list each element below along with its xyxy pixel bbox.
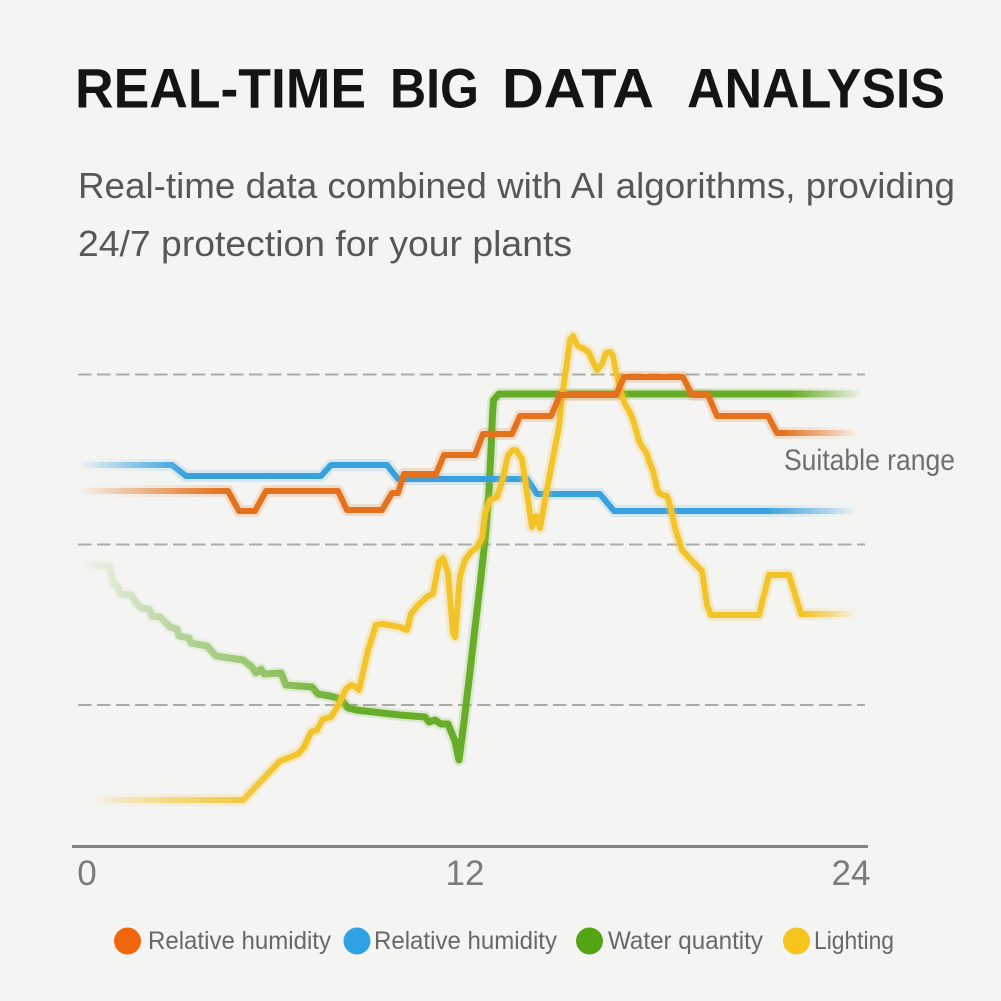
svg-text:0: 0 [77, 854, 96, 893]
svg-text:Lighting: Lighting [814, 927, 894, 955]
svg-text:BIG: BIG [390, 57, 479, 120]
svg-text:24/7 protection for your plant: 24/7 protection for your plants [78, 223, 572, 264]
svg-text:Suitable range: Suitable range [784, 444, 955, 477]
svg-text:ANALYSIS: ANALYSIS [687, 57, 945, 120]
svg-text:Relative humidity: Relative humidity [148, 927, 331, 955]
svg-text:Water quantity: Water quantity [608, 927, 763, 955]
svg-text:DATA: DATA [502, 57, 654, 120]
svg-text:Real-time data combined with A: Real-time data combined with AI algorith… [78, 165, 955, 206]
svg-text:REAL-TIME: REAL-TIME [75, 57, 366, 120]
svg-text:12: 12 [446, 854, 485, 893]
svg-text:24: 24 [832, 854, 871, 893]
svg-text:Relative humidity: Relative humidity [374, 927, 557, 955]
